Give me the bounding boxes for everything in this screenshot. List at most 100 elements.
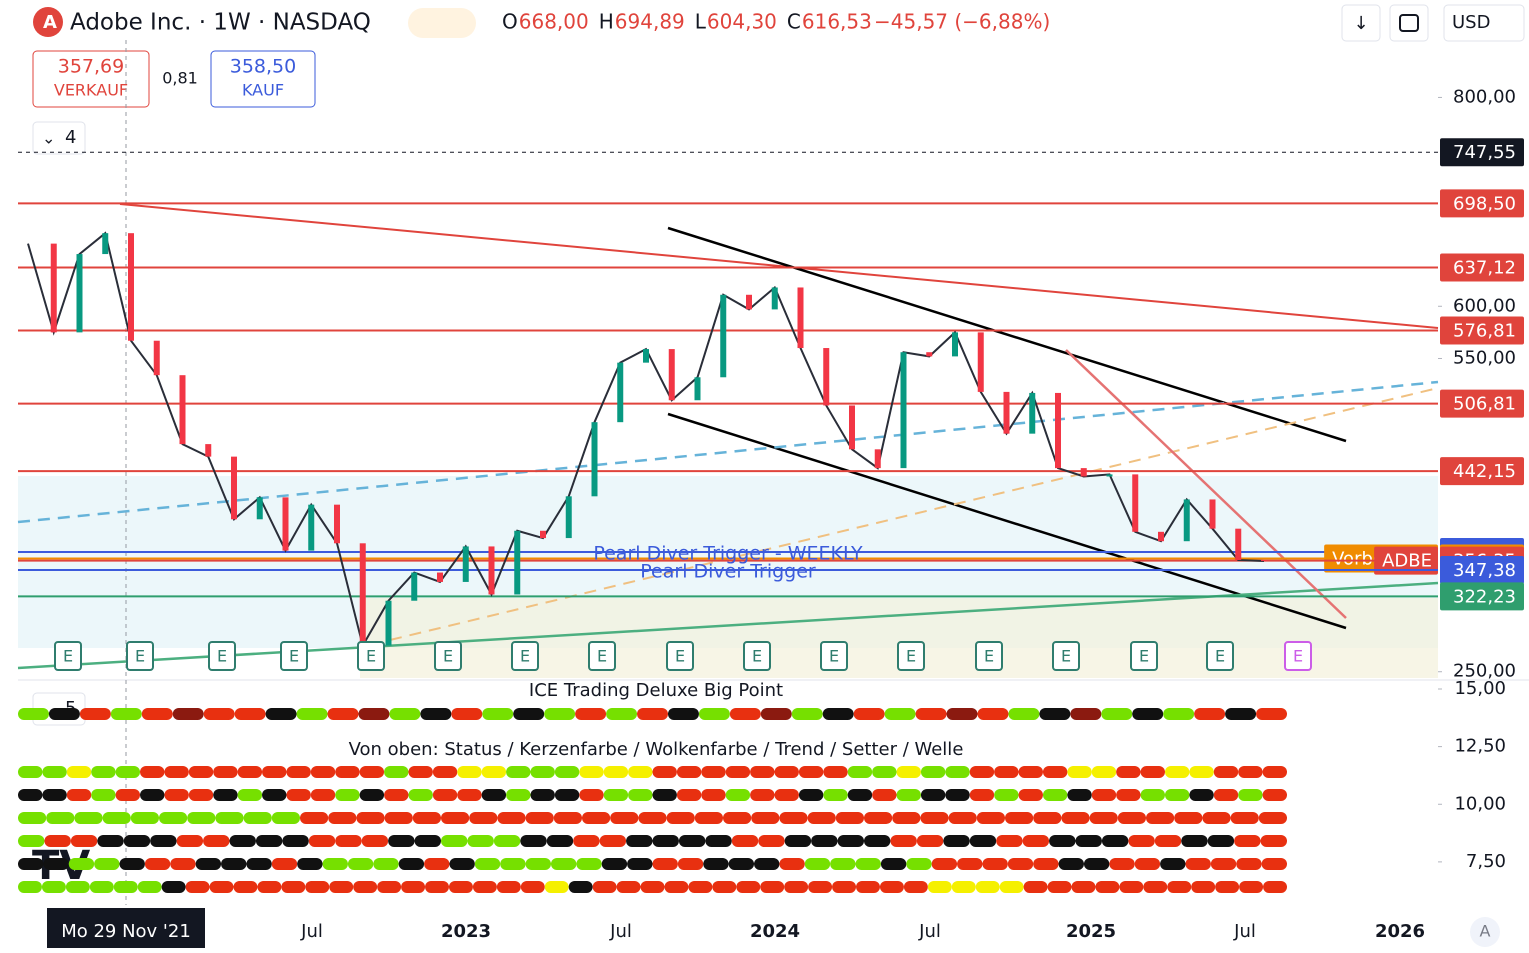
signal-dot: [1116, 789, 1141, 801]
status-badge[interactable]: [408, 8, 476, 38]
signal-dot: [255, 835, 283, 847]
signal-dot: [159, 812, 188, 824]
signal-dot: [1033, 858, 1059, 870]
signal-dot: [920, 789, 946, 801]
signal-dot: [701, 789, 726, 801]
signal-dot: [300, 812, 329, 824]
signal-dot: [945, 789, 970, 801]
signal-dot: [823, 766, 848, 778]
signal-dot: [513, 708, 545, 720]
signal-dot: [1132, 708, 1164, 720]
signal-dot: [215, 812, 244, 824]
fullscreen-icon: [1399, 14, 1419, 32]
signal-dot: [188, 766, 214, 778]
signal-dot: [1070, 708, 1102, 720]
sell-button[interactable]: [32, 50, 150, 108]
signal-dot: [373, 858, 399, 870]
candle: [1029, 392, 1036, 434]
download-button[interactable]: [1341, 4, 1381, 42]
buy-button[interactable]: [210, 50, 316, 108]
signal-dot: [999, 881, 1024, 893]
signal-dot: [359, 789, 385, 801]
earnings-glyph: E: [752, 647, 762, 666]
earnings-marker: [208, 641, 236, 671]
ohlc-value: 694,89: [615, 10, 685, 34]
signal-dot: [89, 881, 114, 893]
signal-dot: [141, 708, 173, 720]
earnings-marker: [434, 641, 462, 671]
signal-dot: [1164, 766, 1190, 778]
signal-dot: [467, 835, 494, 847]
signal-dot: [384, 766, 409, 778]
signal-dot: [119, 858, 145, 870]
signal-dot: [176, 835, 204, 847]
candle: [102, 233, 109, 255]
price-label: 747,55: [1453, 142, 1516, 163]
signal-dot: [361, 835, 389, 847]
signal-dot: [982, 858, 1008, 870]
logo: [33, 7, 63, 37]
signal-dot: [864, 812, 893, 824]
signal-dot: [976, 812, 1005, 824]
signal-dot: [832, 881, 857, 893]
sell-label: VERKAUF: [54, 81, 128, 100]
signal-dot: [441, 835, 468, 847]
signal-dot: [975, 881, 1000, 893]
signal-dot: [544, 708, 576, 720]
signal-dot: [472, 881, 497, 893]
signal-dot: [1067, 766, 1092, 778]
signal-dot: [525, 812, 554, 824]
indicator-toggle[interactable]: [32, 121, 86, 155]
signal-dot: [1263, 881, 1287, 893]
fullscreen-button[interactable]: [1389, 4, 1429, 42]
signal-dot: [234, 708, 266, 720]
signal-dot: [110, 708, 142, 720]
earnings-marker: [975, 641, 1003, 671]
signal-dot: [140, 766, 165, 778]
signal-dot: [1101, 708, 1133, 720]
signal-dot: [553, 812, 582, 824]
ohlc-value: 604,30: [707, 10, 777, 34]
signal-dot: [652, 789, 677, 801]
earnings-marker: [666, 641, 694, 671]
signal-dot: [892, 812, 921, 824]
channel-line: [667, 412, 1347, 630]
signal-dot: [723, 812, 752, 824]
signal-dot: [469, 812, 498, 824]
signal-dot: [91, 766, 116, 778]
signal-dot: [1083, 858, 1110, 870]
auto-label: A: [1480, 922, 1491, 941]
earnings-glyph: E: [1139, 647, 1149, 666]
signal-dot: [677, 858, 704, 870]
candle: [977, 332, 984, 392]
y-tick-label: 250,00: [1453, 661, 1516, 682]
signal-dot: [576, 858, 602, 870]
signal-dot: [1047, 881, 1072, 893]
currency-button[interactable]: [1443, 4, 1525, 42]
signal-dot: [728, 858, 755, 870]
signal-dot: [42, 789, 67, 801]
auto-button[interactable]: [1470, 917, 1500, 947]
candle: [231, 456, 237, 520]
signal-dot: [1042, 789, 1068, 801]
signal-dot: [388, 835, 415, 847]
signal-dot: [18, 835, 45, 847]
signal-dot: [328, 812, 357, 824]
signal-dot: [1160, 858, 1186, 870]
candle: [153, 340, 160, 376]
signal-dot: [546, 835, 574, 847]
candle: [1132, 474, 1139, 532]
candle: [282, 497, 289, 551]
signal-dot: [1005, 812, 1034, 824]
signal-dot: [243, 812, 272, 824]
symbol[interactable]: Adobe Inc. · 1W · NASDAQ: [70, 10, 371, 36]
candle: [849, 405, 855, 450]
signal-dot: [65, 881, 90, 893]
signal-dot: [1234, 835, 1261, 847]
trend-line: [17, 380, 1439, 524]
signal-dot: [91, 789, 116, 801]
signal-dot: [1101, 835, 1129, 847]
candle: [1209, 499, 1216, 529]
ohlc-value: 668,00: [519, 10, 589, 34]
